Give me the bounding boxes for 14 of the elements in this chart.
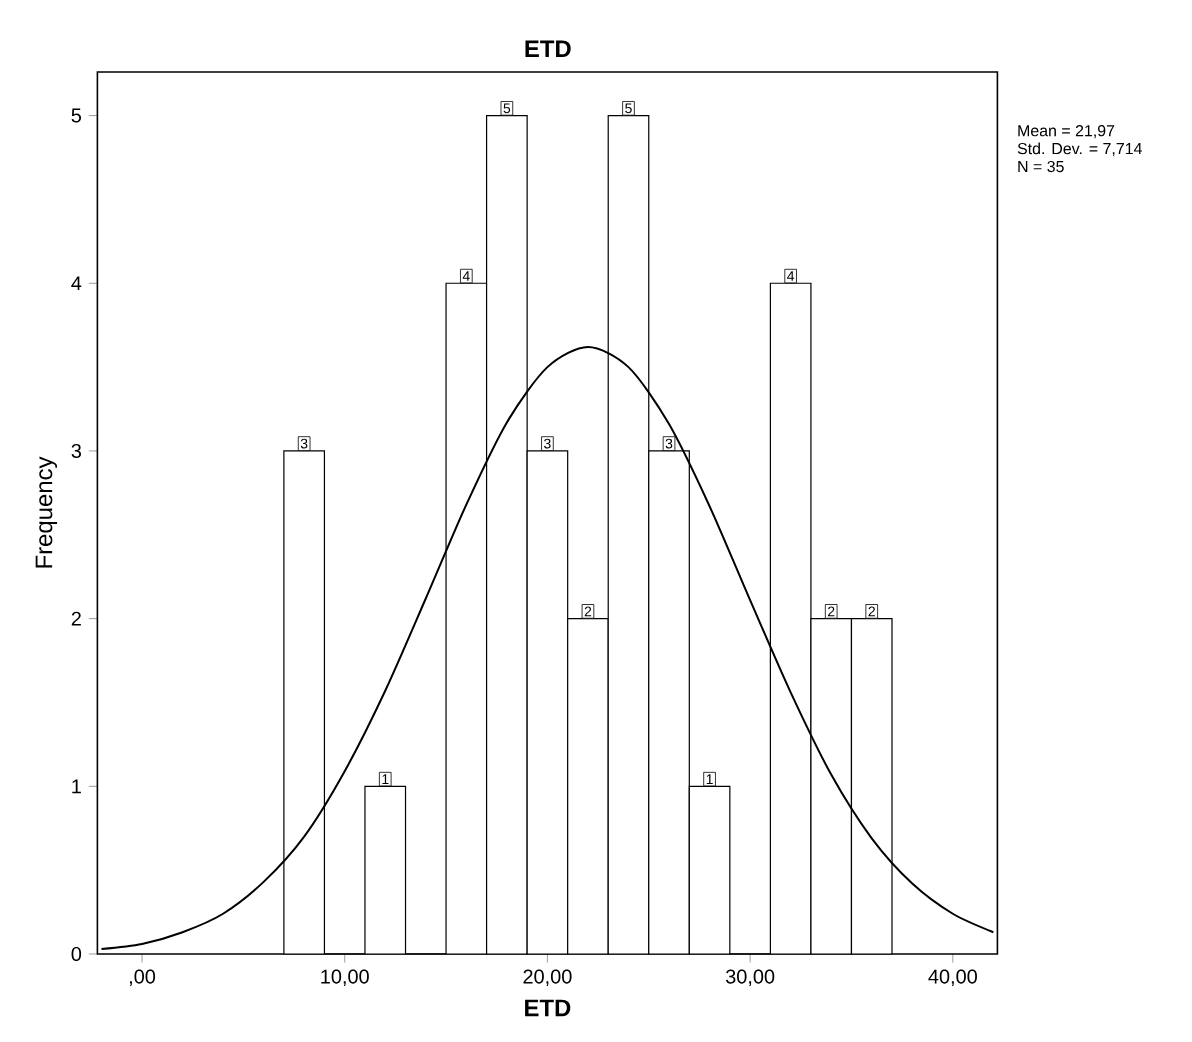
x-tick-label: 10,00 — [321, 969, 369, 987]
x-tick-label: 40,00 — [928, 969, 977, 987]
y-tick-label: 5 — [71, 108, 82, 123]
x-tick-label: 20,00 — [523, 969, 572, 987]
y-tick-label: 2 — [71, 611, 81, 626]
y-axis-title: Frequency — [35, 456, 58, 568]
y-tick-label: 4 — [71, 276, 82, 291]
x-tick-label: ,00 — [129, 969, 156, 987]
x-tick-label: 30,00 — [725, 969, 775, 987]
chart-title: ETD — [525, 40, 571, 57]
y-tick-label: 1 — [72, 779, 81, 794]
y-tick-label: 3 — [71, 443, 81, 458]
y-tick-label: 0 — [71, 946, 82, 962]
x-axis-title: ETD — [525, 999, 571, 1017]
